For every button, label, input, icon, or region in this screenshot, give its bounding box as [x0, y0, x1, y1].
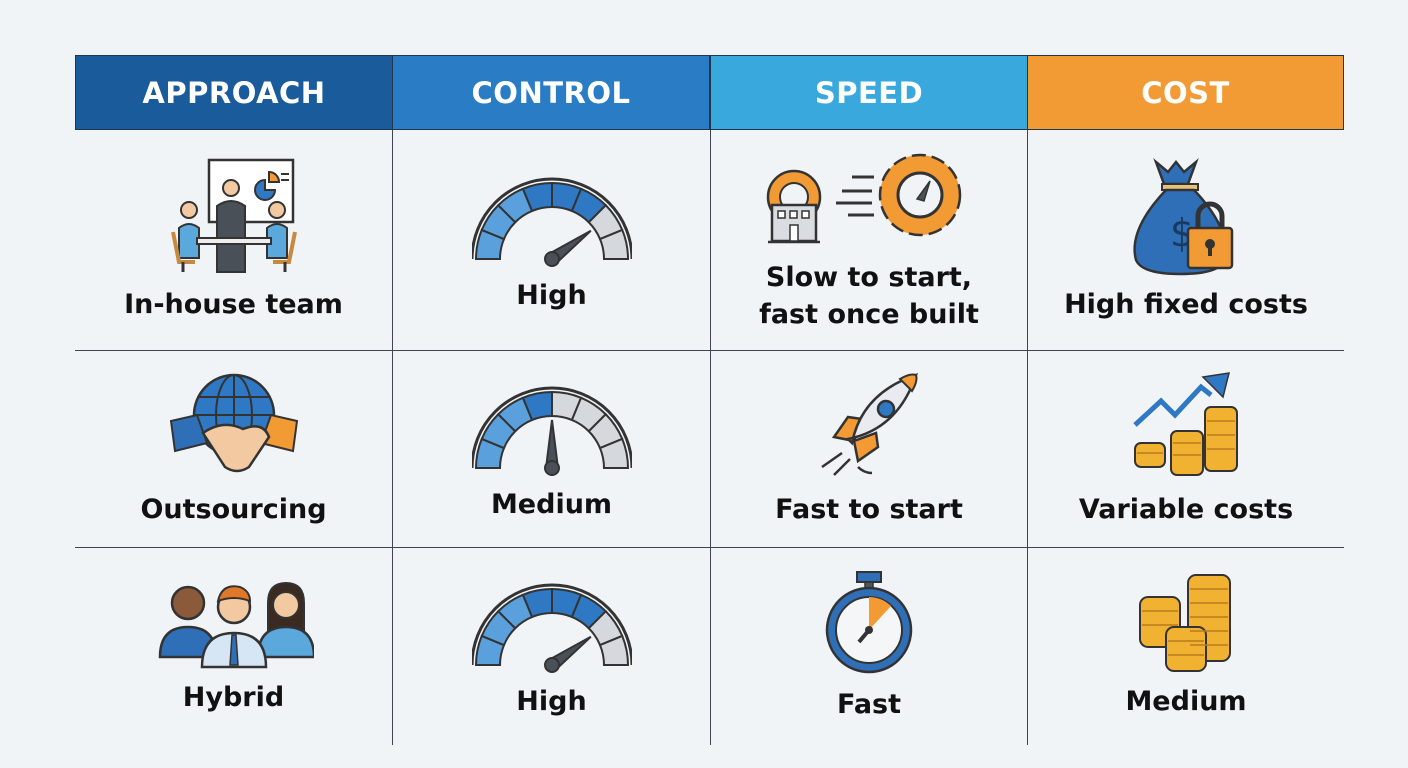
table-row-outsourcing-approach: Outsourcing — [75, 351, 392, 547]
control-label: High — [516, 280, 587, 311]
people-group-icon — [158, 581, 314, 669]
gauge-hub — [543, 657, 560, 673]
speed-label-line1: Slow to start, — [765, 261, 973, 293]
speed-label: Fast — [836, 689, 902, 720]
divider — [1027, 130, 1028, 745]
header-speed: SPEED — [710, 55, 1028, 130]
rocket-icon — [821, 372, 918, 476]
table-row-outsourcing-cost: Variable costs — [1028, 351, 1344, 547]
money-bag-lock-icon: $ — [1133, 158, 1234, 276]
divider — [392, 130, 393, 745]
speed-label-line2: fast once built — [759, 298, 979, 330]
table-row-inhouse-speed: Slow to start, fast once built — [711, 131, 1027, 350]
gauge-hub — [543, 459, 560, 476]
speed-label: Slow to start, fast once built — [759, 259, 979, 333]
table-row-inhouse-approach: In-house team — [75, 131, 392, 350]
table-row-hybrid-cost: Medium — [1028, 548, 1344, 745]
gauge-rim — [471, 583, 632, 666]
comparison-table: APPROACH CONTROL SPEED COST In-house tea… — [75, 55, 1344, 745]
divider — [710, 130, 711, 745]
cost-label: High fixed costs — [1064, 289, 1308, 320]
globe-handshake-icon — [169, 373, 298, 472]
gauge-rim — [471, 386, 632, 468]
table-row-outsourcing-speed: Fast to start — [711, 351, 1027, 547]
coins-trend-up-icon — [1133, 371, 1238, 476]
table-row-inhouse-control: High — [393, 131, 710, 350]
table-row-inhouse-cost: $ High fixed costs — [1028, 131, 1344, 350]
approach-label: Outsourcing — [140, 493, 327, 525]
approach-label: In-house team — [124, 289, 343, 320]
building-gear-speed-icon — [766, 153, 962, 243]
stopwatch-icon — [825, 571, 913, 674]
gauge-rim — [471, 177, 632, 260]
cost-label: Variable costs — [1078, 493, 1294, 525]
gauge-icon — [471, 177, 632, 267]
table-row-hybrid-approach: Hybrid — [75, 548, 392, 745]
speed-label: Fast to start — [775, 493, 963, 525]
gauge-icon — [471, 386, 632, 476]
header-cost: COST — [1027, 55, 1344, 130]
table-row-hybrid-control: High — [393, 548, 710, 745]
cost-label: Medium — [1125, 686, 1247, 717]
gauge-segment — [598, 228, 629, 260]
table-row-hybrid-speed: Fast — [711, 548, 1027, 745]
divider — [75, 350, 1344, 351]
team-meeting-icon — [170, 158, 297, 273]
header-control: CONTROL — [392, 55, 710, 130]
control-label: Medium — [490, 488, 613, 520]
control-label: High — [516, 686, 587, 717]
table-row-outsourcing-control: Medium — [393, 351, 710, 547]
gauge-hub — [543, 251, 560, 267]
gauge-segment — [598, 437, 629, 469]
gauge-icon — [471, 583, 632, 673]
divider — [75, 547, 1344, 548]
gauge-segment — [598, 634, 629, 666]
header-approach: APPROACH — [75, 55, 393, 130]
coin-stacks-icon — [1139, 574, 1231, 672]
approach-label: Hybrid — [182, 682, 285, 713]
